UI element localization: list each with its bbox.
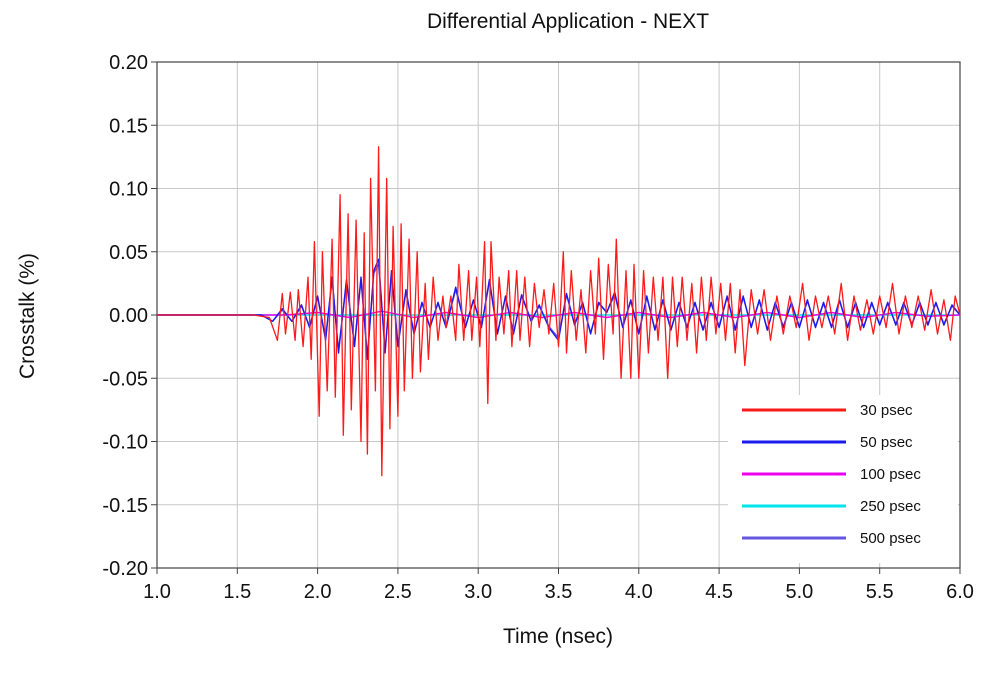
y-tick-label: 0.05 bbox=[109, 242, 148, 264]
x-tick-label: 3.0 bbox=[464, 581, 492, 603]
series-line-50-psec bbox=[157, 258, 961, 360]
y-tick-label: 0.15 bbox=[109, 115, 148, 137]
series-lines bbox=[157, 146, 961, 477]
x-tick-label: 5.5 bbox=[866, 581, 894, 603]
legend-label-100-psec: 100 psec bbox=[860, 466, 921, 483]
legend-label-500-psec: 500 psec bbox=[860, 530, 921, 547]
legend-label-50-psec: 50 psec bbox=[860, 434, 913, 451]
x-tick-label: 6.0 bbox=[946, 581, 974, 603]
x-tick-label: 2.0 bbox=[304, 581, 332, 603]
y-axis-label: Crosstalk (%) bbox=[16, 253, 39, 379]
y-tick-label: 0.00 bbox=[109, 305, 148, 327]
y-tick-label: 0.20 bbox=[109, 52, 148, 74]
y-tick-label: 0.10 bbox=[109, 179, 148, 201]
y-axis-ticks: 0.20 0.15 0.10 0.05 0.00 -0.05 -0.10 -0.15 -0.20 bbox=[102, 52, 157, 580]
y-tick-label: -0.05 bbox=[102, 368, 148, 390]
x-axis-ticks: 1.0 1.5 2.0 2.5 3.0 3.5 4.0 4.5 5.0 5.5 6.0 bbox=[143, 568, 974, 603]
legend: 30 psec 50 psec 100 psec 250 psec 500 psec bbox=[742, 402, 921, 547]
x-tick-label: 1.0 bbox=[143, 581, 171, 603]
x-axis-label: Time (nsec) bbox=[503, 625, 613, 648]
y-tick-label: -0.10 bbox=[102, 432, 148, 454]
x-tick-label: 1.5 bbox=[223, 581, 251, 603]
y-tick-label: -0.20 bbox=[102, 558, 148, 580]
x-tick-label: 5.0 bbox=[785, 581, 813, 603]
x-tick-label: 2.5 bbox=[384, 581, 412, 603]
y-tick-label: -0.15 bbox=[102, 495, 148, 517]
chart-title: Differential Application - NEXT bbox=[427, 10, 709, 33]
x-tick-label: 4.5 bbox=[705, 581, 733, 603]
series-line-30-psec bbox=[157, 146, 961, 477]
x-tick-label: 4.0 bbox=[625, 581, 653, 603]
legend-label-30-psec: 30 psec bbox=[860, 402, 913, 419]
legend-label-250-psec: 250 psec bbox=[860, 498, 921, 515]
legend-box bbox=[728, 395, 958, 563]
x-tick-label: 3.5 bbox=[545, 581, 573, 603]
